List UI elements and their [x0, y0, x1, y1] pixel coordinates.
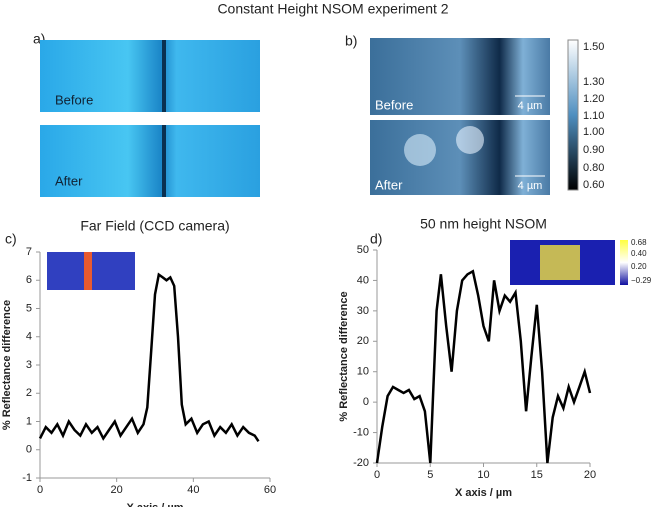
colorbar-label: 0.90 [583, 144, 604, 156]
figure-title: Constant Height NSOM experiment 2 [217, 1, 448, 17]
y-tick-label: -1 [22, 472, 32, 484]
y-tick-label: 6 [26, 274, 32, 286]
inset-c [47, 252, 135, 290]
image-label: Before [375, 97, 413, 112]
y-tick-label: 10 [357, 366, 369, 378]
y-tick-label: 30 [357, 305, 369, 317]
colorbar-label: 1.00 [583, 126, 604, 138]
y-tick-label: 7 [26, 246, 32, 258]
inset-d [510, 240, 628, 285]
y-tick-label: 3 [26, 359, 32, 371]
x-tick-label: 20 [111, 484, 123, 496]
image-label: After [55, 173, 83, 188]
y-tick-label: 40 [357, 274, 369, 286]
chart-title: Far Field (CCD camera) [80, 218, 229, 234]
colorbar-label: 0.68 [631, 238, 647, 247]
y-tick-label: 1 [26, 415, 32, 427]
image-label: After [375, 177, 403, 192]
y-tick-label: 50 [357, 244, 369, 256]
y-tick-label: 4 [26, 331, 32, 343]
chart-title: 50 nm height NSOM [420, 216, 547, 232]
colorbar-label: 1.50 [583, 41, 604, 53]
x-axis-label: X axis / µm [126, 502, 183, 507]
panel-label: d) [370, 231, 382, 247]
colorbar-label: 0.80 [583, 162, 604, 174]
panel-label: c) [5, 231, 17, 247]
y-tick-label: 20 [357, 335, 369, 347]
colorbar-label: 1.20 [583, 93, 604, 105]
colorbar-label: 0.60 [583, 179, 604, 191]
x-tick-label: 20 [584, 469, 596, 481]
y-tick-label: -10 [353, 426, 369, 438]
image-a: Before After [40, 40, 260, 197]
panel-label: b) [345, 33, 357, 49]
x-tick-label: 40 [187, 484, 199, 496]
y-tick-label: -20 [353, 457, 369, 469]
x-tick-label: 10 [477, 469, 489, 481]
scale-label: 4 µm [518, 180, 543, 192]
x-axis-label: X axis / µm [455, 487, 512, 499]
x-tick-label: 0 [37, 484, 43, 496]
colorbar-label: 0.40 [631, 249, 647, 258]
y-tick-label: 0 [363, 396, 369, 408]
image-label: Before [55, 92, 93, 107]
x-tick-label: 60 [264, 484, 276, 496]
scale-label: 4 µm [518, 100, 543, 112]
x-tick-label: 0 [374, 469, 380, 481]
line [38, 272, 260, 442]
x-tick-label: 5 [427, 469, 433, 481]
line [375, 269, 592, 464]
colorbar-label: 0.20 [631, 262, 647, 271]
x-tick-label: 15 [531, 469, 543, 481]
y-tick-label: 2 [26, 387, 32, 399]
colorbar-label: 1.30 [583, 76, 604, 88]
colorbar-label: 1.10 [583, 110, 604, 122]
y-tick-label: 5 [26, 302, 32, 314]
y-axis-label: % Reflectance difference [338, 291, 350, 421]
y-axis-label: % Reflectance difference [1, 300, 13, 430]
image-b: Before After 4 µm 4 µm [370, 38, 579, 195]
y-tick-label: 0 [26, 444, 32, 456]
colorbar-label: −0.29 [631, 276, 652, 285]
